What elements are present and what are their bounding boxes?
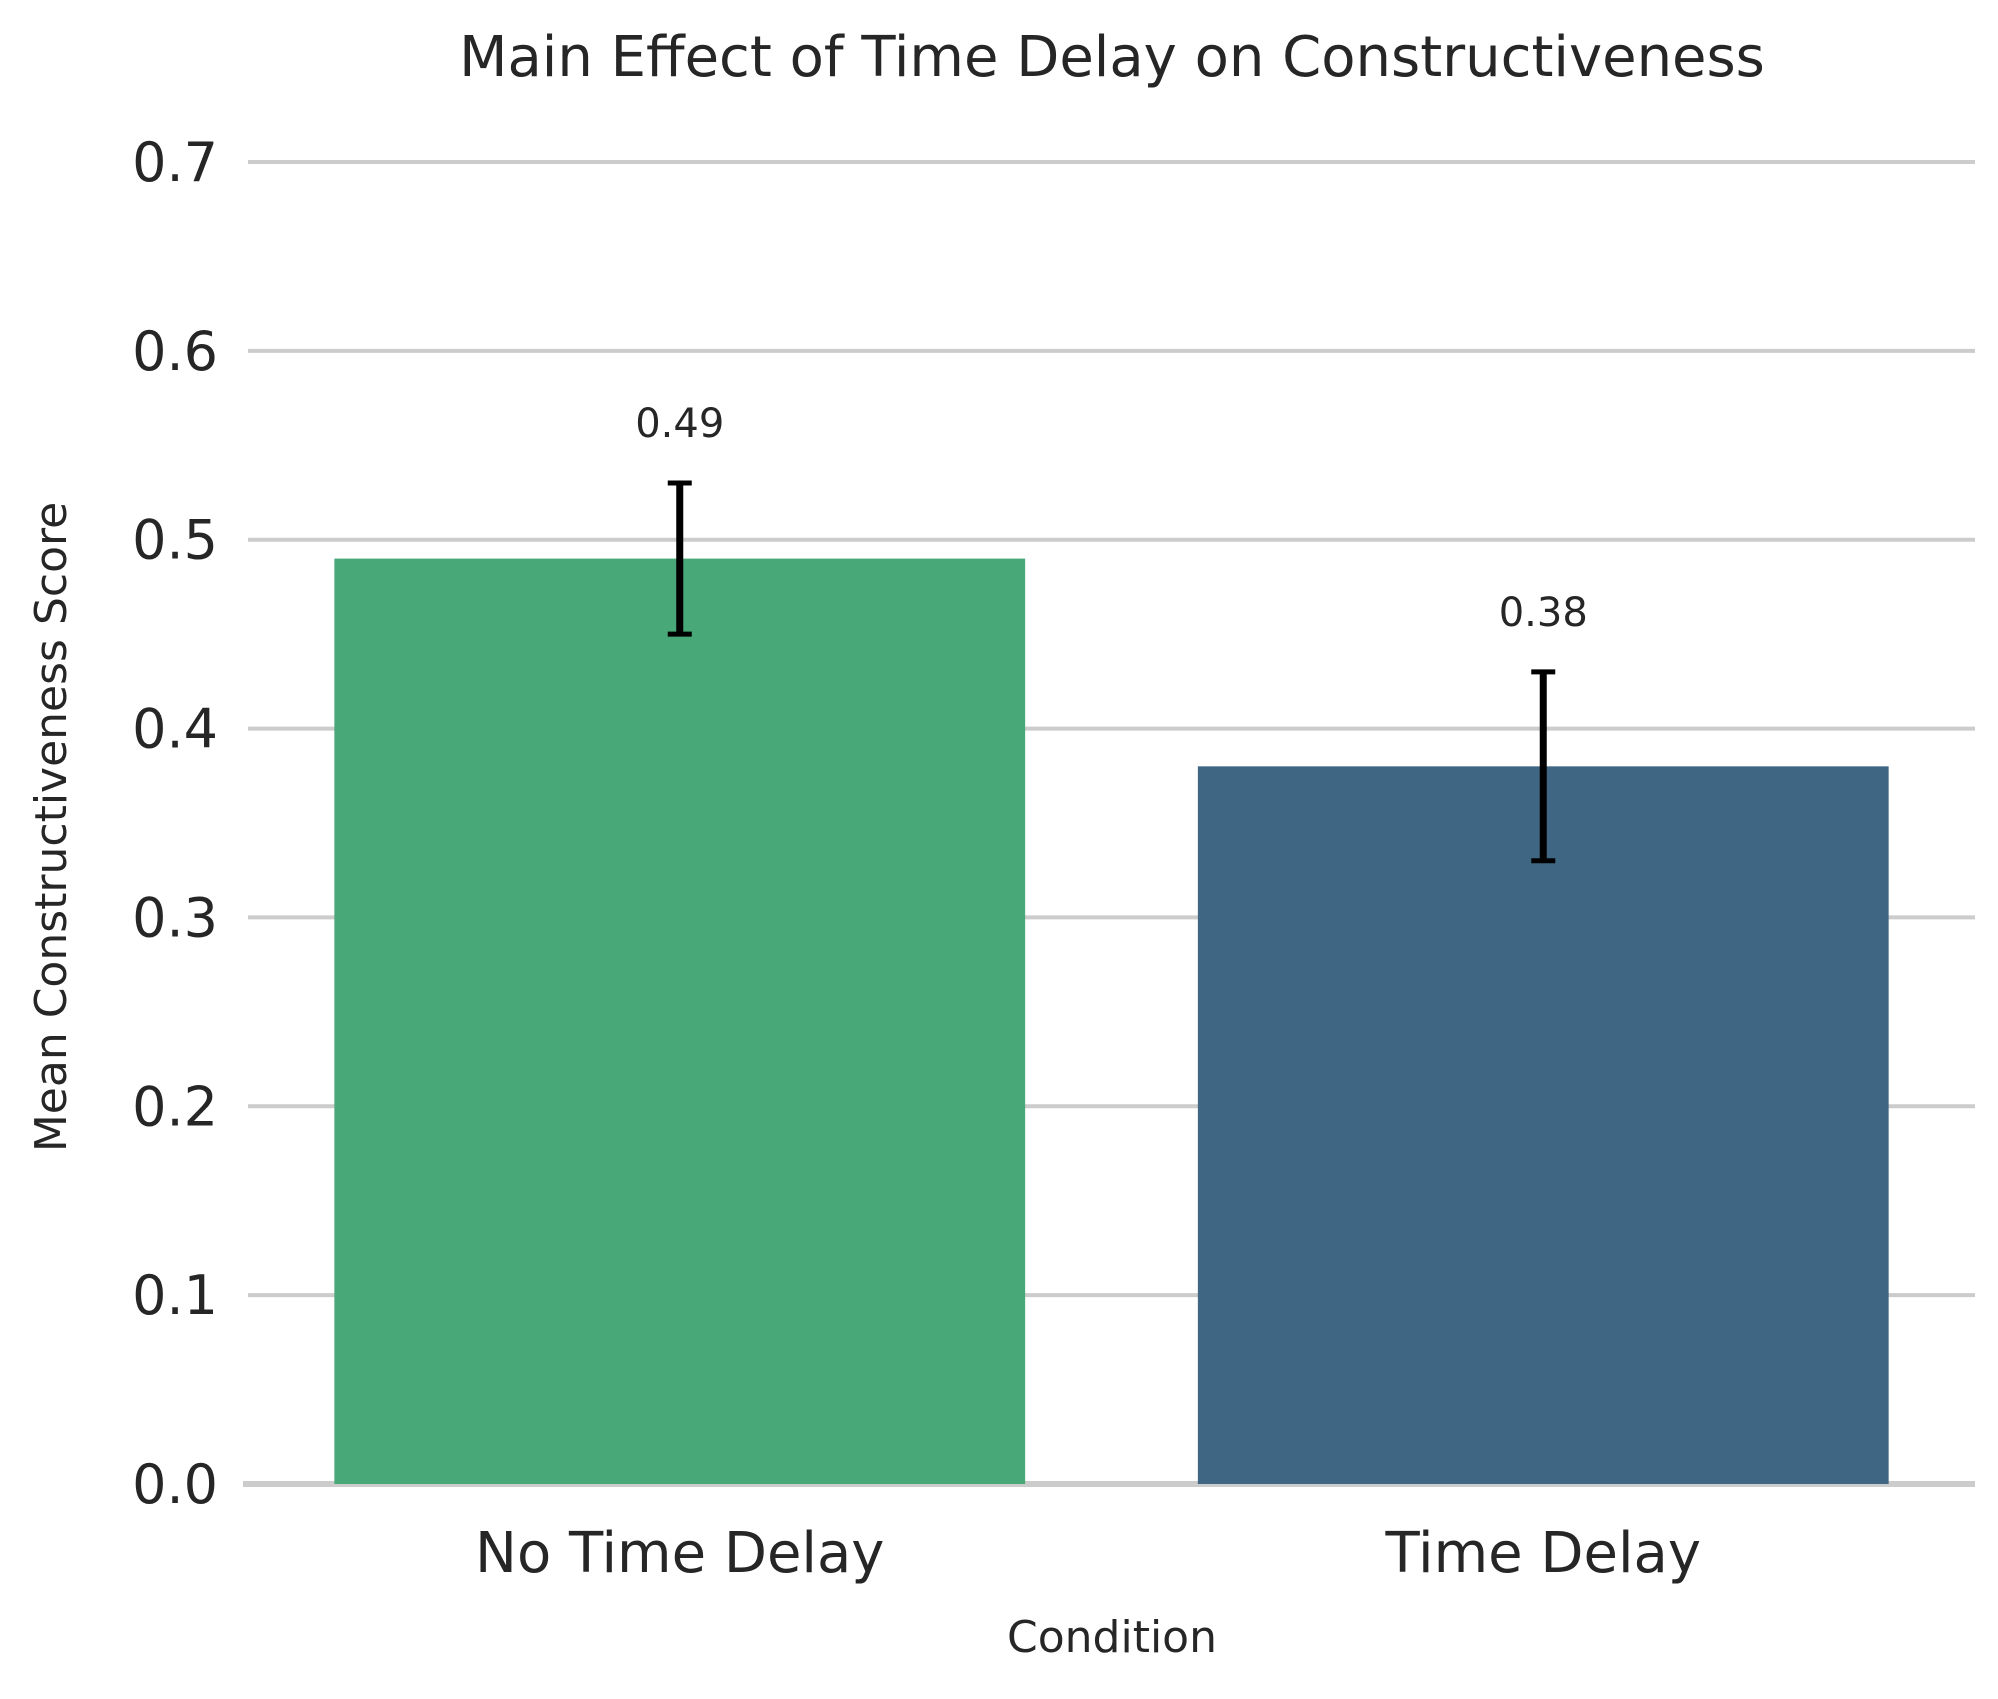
bars [334, 558, 1889, 1484]
x-axis-title: Condition [1007, 1612, 1217, 1663]
data-labels: 0.49 0.38 [635, 401, 1588, 636]
y-tick-label: 0.0 [132, 1453, 218, 1516]
y-axis-title: Mean Constructiveness Score [26, 502, 77, 1152]
y-tick-label: 0.4 [132, 698, 218, 761]
x-tick-label: Time Delay [1385, 1521, 1701, 1586]
error-bar [1531, 669, 1556, 864]
y-axis-ticks: 0.0 0.1 0.2 0.3 0.4 0.5 0.6 0.7 [132, 131, 218, 1516]
data-label: 0.49 [635, 401, 724, 447]
y-tick-label: 0.1 [132, 1264, 218, 1327]
x-tick-label: No Time Delay [475, 1521, 884, 1586]
y-tick-label: 0.3 [132, 886, 218, 949]
bar [334, 558, 1026, 1484]
error-bar [667, 480, 692, 637]
data-label: 0.38 [1499, 590, 1588, 636]
x-axis-ticks: No Time Delay Time Delay [475, 1521, 1701, 1586]
y-tick-label: 0.5 [132, 509, 218, 572]
y-tick-label: 0.2 [132, 1075, 218, 1138]
bar [1197, 766, 1889, 1484]
chart-title: Main Effect of Time Delay on Constructiv… [459, 25, 1765, 90]
y-tick-label: 0.7 [132, 131, 218, 194]
error-bars [667, 480, 1556, 864]
y-tick-label: 0.6 [132, 320, 218, 383]
